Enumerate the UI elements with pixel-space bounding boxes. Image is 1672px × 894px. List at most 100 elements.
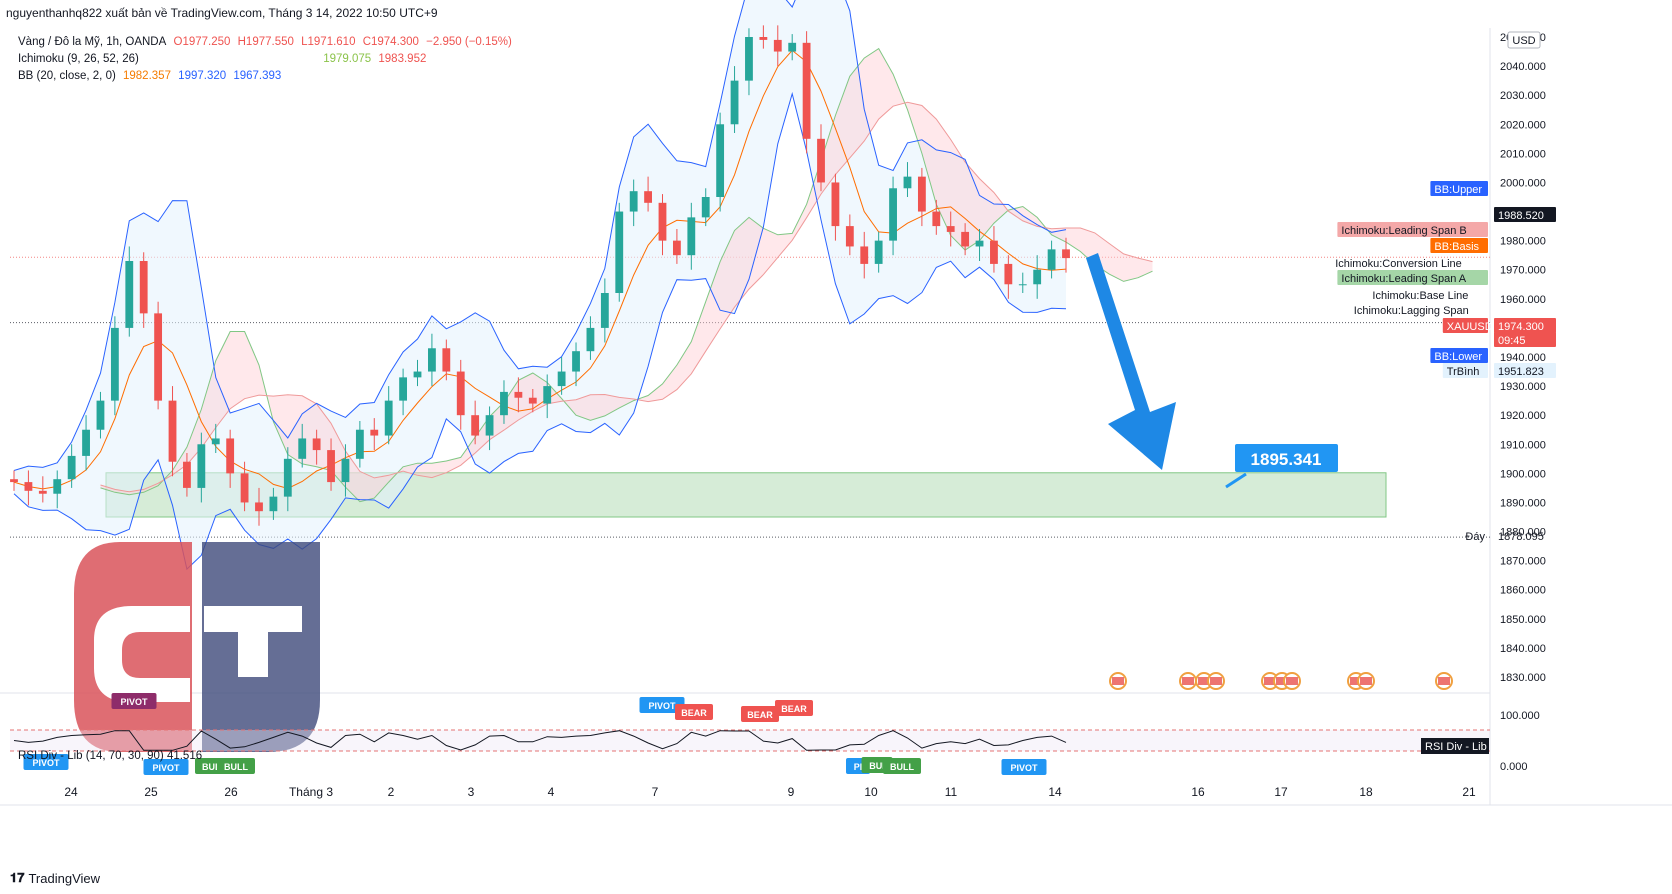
rsi-marker-text: PIVOT	[648, 701, 676, 711]
candle-body	[139, 261, 148, 314]
axis-label-bg	[1430, 181, 1488, 196]
rsi-marker-text: PIVOT	[32, 758, 60, 768]
price-tick-label: 1830.000	[1500, 672, 1546, 684]
candle-body	[53, 479, 62, 494]
ichimoku-title[interactable]: Ichimoku (9, 26, 52, 26)	[18, 53, 139, 65]
time-axis-label: 7	[652, 785, 659, 799]
flag-stripes	[1112, 677, 1124, 685]
ichimoku-span-b: 1983.952	[378, 53, 427, 65]
axis-label: BB:Lower	[1434, 351, 1482, 363]
candle-body	[370, 429, 379, 436]
axis-label-bg	[1430, 238, 1488, 253]
candle-body	[312, 438, 321, 451]
candle-body	[1033, 269, 1042, 285]
candle-body	[701, 197, 710, 218]
time-axis-label: 11	[945, 785, 958, 799]
axis-label: Ichimoku:Base Line	[1372, 290, 1468, 302]
flag-stripes	[1264, 677, 1276, 685]
time-axis-label: 3	[468, 785, 475, 799]
candle-body	[168, 400, 177, 462]
tradingview-brand[interactable]: 𝟏𝟕 TradingView	[10, 870, 100, 886]
currency-badge[interactable]	[1507, 31, 1541, 49]
axis-label: Ichimoku:Conversion Line	[1335, 258, 1462, 270]
rsi-marker-bull[interactable]	[883, 758, 921, 774]
candle-body	[802, 42, 811, 139]
price-tick-label: 2030.000	[1500, 90, 1546, 102]
axis-label: Đáy	[1465, 531, 1485, 543]
candle-body	[67, 455, 76, 480]
candle-body	[745, 37, 753, 81]
ohlc-low: L1971.610	[301, 36, 356, 48]
candle-body	[845, 226, 854, 247]
flag-stripes	[1350, 677, 1362, 685]
rsi-marker-pivot[interactable]	[1001, 759, 1047, 775]
rsi-marker-pivot[interactable]	[143, 759, 189, 775]
rsi-marker-bull[interactable]	[217, 758, 255, 774]
axis-label: 1974.300	[1498, 321, 1544, 333]
legend-bb-row: BB (20, close, 2, 0) 1982.357 1997.320 1…	[18, 68, 516, 85]
candle-body	[716, 124, 725, 197]
price-tick-label: 1910.000	[1500, 439, 1546, 451]
price-tick-label: 1890.000	[1500, 497, 1546, 509]
candle-body	[600, 293, 609, 328]
candle-body	[903, 176, 912, 189]
symbol-name[interactable]: Vàng / Đô la Mỹ, 1h, OANDA	[18, 36, 167, 48]
candle-body	[428, 348, 436, 372]
rsi-marker-text: PIVOT	[152, 763, 180, 773]
candle-body	[298, 438, 307, 459]
candle-body	[658, 202, 667, 241]
target-price-box[interactable]	[1235, 444, 1338, 472]
rsi-marker-text: BUI	[869, 761, 885, 771]
candle-body	[183, 461, 191, 488]
candle-body	[154, 313, 163, 401]
candle-body	[255, 502, 263, 512]
bb-title[interactable]: BB (20, close, 2, 0)	[18, 70, 116, 82]
price-tick-label: 1980.000	[1500, 236, 1546, 248]
candle-body	[211, 438, 220, 445]
flag-stripes	[1210, 677, 1222, 685]
candle-body	[197, 444, 206, 488]
time-axis-label: 14	[1048, 785, 1062, 799]
rsi-marker-bear[interactable]	[741, 706, 779, 722]
rsi-marker-bear[interactable]	[775, 700, 813, 716]
price-tick-label: 1920.000	[1500, 410, 1546, 422]
rsi-marker-bear[interactable]	[675, 704, 713, 720]
rsi-marker-pivot[interactable]	[111, 693, 157, 709]
candle-body	[687, 217, 696, 256]
price-tick-label: 1930.000	[1500, 381, 1546, 393]
axis-label-bg	[1494, 207, 1556, 222]
candle-body	[874, 240, 883, 264]
candle-body	[240, 473, 249, 503]
ohlc-high: H1977.550	[237, 36, 294, 48]
candle-body	[817, 138, 825, 183]
axis-label: Ichimoku:Leading Span A	[1341, 273, 1466, 285]
rsi-title[interactable]: RSI Div - Lib (14, 70, 30, 90)	[18, 750, 164, 762]
rsi-label-bg	[1421, 738, 1489, 754]
candle-body	[341, 458, 350, 483]
flag-stripes	[1276, 677, 1288, 685]
candle-body	[456, 371, 465, 416]
candle-body	[485, 415, 494, 436]
candle-body	[10, 479, 18, 483]
rsi-marker-pivot[interactable]	[639, 697, 685, 713]
candle-body	[932, 211, 941, 227]
rsi-tick-100: 100.000	[1500, 710, 1540, 722]
price-tick-label: 2010.000	[1500, 148, 1546, 160]
candle-body	[615, 211, 624, 293]
rsi-marker-text: BULL	[224, 762, 248, 772]
axis-label: BB:Upper	[1434, 184, 1482, 196]
candle-body	[773, 39, 782, 52]
rsi-band	[10, 730, 1490, 751]
price-tick-label: 1850.000	[1500, 614, 1546, 626]
rsi-marker-pivot[interactable]	[23, 754, 69, 770]
rsi-marker-text: BULL	[202, 762, 226, 772]
time-axis-label: 18	[1359, 785, 1373, 799]
publish-info: nguyenthanhq822 xuất bản về TradingView.…	[6, 6, 438, 20]
candle-body	[269, 496, 278, 512]
candle-body	[1018, 284, 1027, 286]
candle-body	[96, 400, 105, 430]
flag-stripes	[1182, 677, 1194, 685]
candle-body	[24, 482, 33, 491]
ichimoku-span-b-line	[100, 101, 1153, 493]
